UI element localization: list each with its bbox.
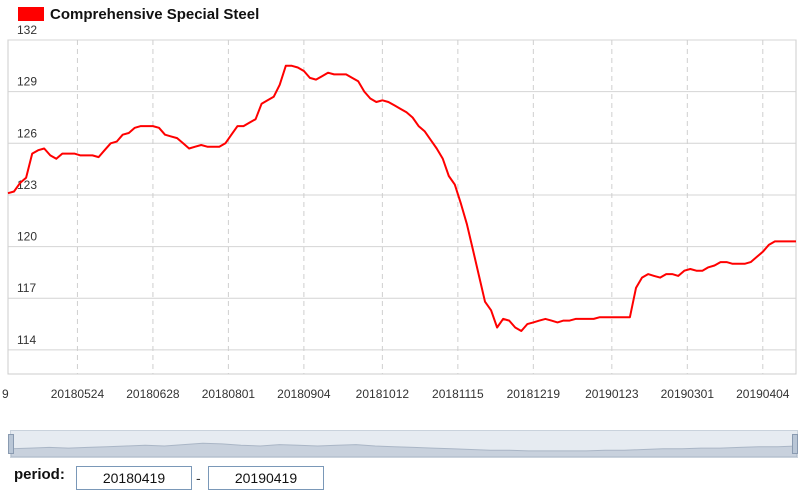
x-tick-label-2: 20180801: [202, 387, 256, 401]
y-tick-label-0: 114: [17, 333, 36, 347]
y-tick-label-6: 132: [17, 23, 37, 37]
slider-area: [11, 442, 797, 457]
y-tick-label-5: 129: [17, 75, 37, 89]
slider-right-handle[interactable]: [792, 434, 798, 454]
x-tick-label-0: 20180524: [51, 387, 105, 401]
x-tick-label-5: 20181115: [432, 387, 484, 401]
slider-overview-trace: [11, 442, 797, 457]
range-slider[interactable]: [10, 430, 798, 458]
start-date-input[interactable]: 20180419: [76, 466, 192, 490]
y-tick-label-2: 120: [17, 230, 37, 244]
plot-frame: [7, 39, 797, 375]
x-tick-label-8: 20190301: [661, 387, 715, 401]
x-tick-label-6: 20181219: [507, 387, 561, 401]
x-tick-label-cut: 9: [2, 387, 9, 401]
line-chart: 114 117 120 123 126 129 132 20180524 20180628 201…: [2, 23, 797, 401]
x-tick-label-7: 20190123: [585, 387, 639, 401]
series-line-0: [7, 64, 796, 332]
y-tick-label-4: 126: [17, 126, 37, 140]
x-tick-label-9: 20190404: [736, 387, 790, 401]
period-label: period:: [14, 466, 65, 483]
x-tick-label-1: 20180628: [126, 387, 180, 401]
period-separator: -: [196, 470, 201, 486]
y-tick-label-3: 123: [17, 178, 37, 192]
end-date-input[interactable]: 20190419: [208, 466, 324, 490]
slider-left-handle[interactable]: [8, 434, 14, 454]
legend-label: Comprehensive Special Steel: [50, 5, 260, 23]
legend[interactable]: Comprehensive Special Steel: [18, 4, 259, 24]
y-tick-label-1: 117: [17, 281, 36, 295]
legend-swatch: [18, 7, 44, 21]
x-tick-label-3: 20180904: [277, 387, 331, 401]
x-tick-label-4: 20181012: [356, 387, 410, 401]
